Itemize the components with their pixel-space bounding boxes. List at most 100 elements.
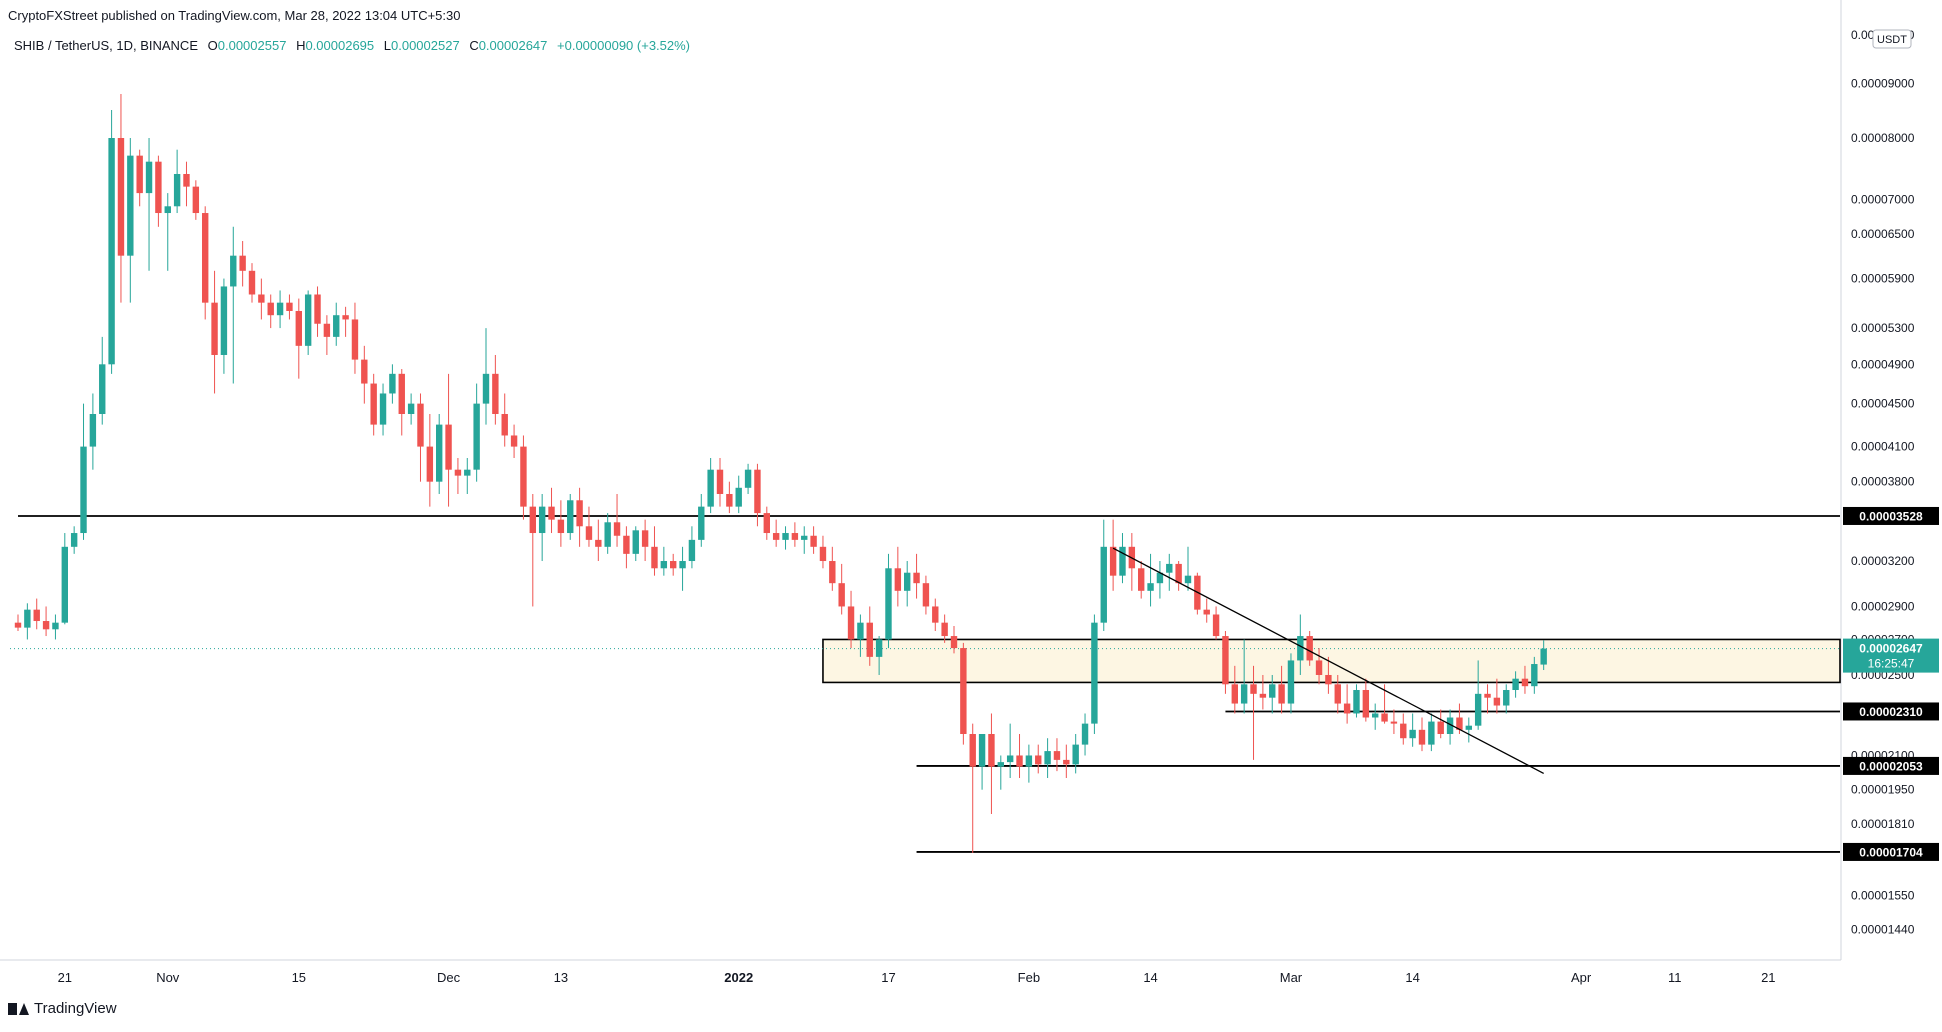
- level-price-tag-label: 0.00001704: [1859, 845, 1923, 859]
- candle-body: [417, 403, 424, 447]
- price-tick-label: 0.00004900: [1851, 357, 1915, 371]
- candle-body: [482, 373, 490, 404]
- candle-body: [258, 294, 265, 303]
- candle-body: [1091, 622, 1098, 724]
- candle-body: [1372, 713, 1379, 718]
- candle-body: [1044, 751, 1051, 765]
- candle-body: [1184, 575, 1192, 584]
- price-tick-label: 0.00009000: [1851, 77, 1915, 91]
- candles-group: [14, 93, 1547, 854]
- candle-body: [520, 446, 527, 507]
- candle-body: [398, 373, 405, 414]
- candle-body: [847, 606, 855, 640]
- candle-body: [80, 446, 87, 534]
- candle-body: [1259, 693, 1267, 698]
- candle-body: [941, 622, 948, 637]
- time-tick-label: Nov: [156, 970, 180, 985]
- candle-body: [1025, 755, 1033, 767]
- candle-body: [42, 621, 50, 630]
- time-tick-label: 17: [881, 970, 895, 985]
- candle-body: [1325, 674, 1332, 685]
- candle-body: [791, 533, 799, 540]
- candle-body: [529, 506, 536, 534]
- candle-body: [136, 155, 143, 194]
- candle-body: [885, 568, 892, 640]
- price-tick-label: 0.00002900: [1851, 599, 1915, 613]
- candle-body: [875, 639, 883, 657]
- time-tick-label: 14: [1143, 970, 1157, 985]
- candle-body: [707, 469, 714, 507]
- candle-body: [267, 302, 274, 316]
- candle-body: [1521, 678, 1529, 687]
- price-tick-label: 0.00005900: [1851, 272, 1915, 286]
- candle-body: [613, 522, 621, 536]
- time-tick-label: 21: [1761, 970, 1775, 985]
- candle-body: [1437, 721, 1444, 734]
- candle-body: [1100, 546, 1107, 623]
- candle-body: [1381, 713, 1388, 722]
- candle-body: [1147, 583, 1154, 591]
- candle-body: [1390, 721, 1398, 724]
- price-tick-label: 0.00001950: [1851, 783, 1915, 797]
- candle-body: [426, 446, 434, 482]
- price-tick-label: 0.00008000: [1851, 131, 1915, 145]
- candle-body: [744, 469, 752, 488]
- candle-body: [1109, 546, 1117, 576]
- level-price-tag: [1843, 702, 1939, 721]
- candle-body: [183, 173, 190, 187]
- candle-body: [978, 733, 986, 767]
- candle-body: [772, 533, 780, 540]
- time-tick-label: 11: [1668, 970, 1682, 985]
- candle-body: [1428, 721, 1435, 745]
- candle-body: [735, 487, 742, 507]
- price-tick-label: 0.00003800: [1851, 475, 1915, 489]
- candle-body: [716, 469, 724, 494]
- candle-body: [510, 435, 518, 447]
- candle-body: [1474, 693, 1482, 726]
- candle-body: [548, 506, 555, 520]
- price-tick-label: 0.00001550: [1851, 889, 1915, 903]
- current-price-countdown: 16:25:47: [1868, 657, 1915, 671]
- candle-body: [595, 539, 602, 547]
- candle-body: [1035, 755, 1042, 765]
- candle-body: [1203, 609, 1210, 615]
- candle-body: [1016, 755, 1023, 767]
- legend-low-label: L: [383, 38, 391, 53]
- time-tick-label: Apr: [1571, 970, 1592, 985]
- currency-badge: [1872, 29, 1912, 49]
- candle-body: [1306, 636, 1313, 661]
- candle-body: [164, 206, 171, 214]
- candle-body: [866, 622, 873, 657]
- candle-body: [314, 294, 321, 324]
- legend-high-value: 0.00002695: [305, 38, 375, 53]
- candle-body: [660, 561, 668, 569]
- candle-body: [351, 319, 359, 360]
- candle-body: [1287, 660, 1295, 704]
- symbol-legend: SHIB / TetherUS, 1D, BINANCE O0.00002557…: [14, 38, 690, 53]
- candle-body: [1540, 648, 1547, 665]
- candle-body: [1315, 660, 1323, 675]
- candle-body: [1212, 614, 1220, 637]
- candle-body: [604, 522, 611, 547]
- candle-body: [501, 413, 508, 436]
- candle-body: [1512, 678, 1519, 690]
- candle-body: [1362, 689, 1370, 718]
- candle-body: [1297, 636, 1304, 661]
- time-tick-label: 21: [58, 970, 72, 985]
- candle-body: [464, 469, 471, 476]
- candle-body: [52, 622, 59, 630]
- candle-body: [1484, 693, 1491, 698]
- legend-low-value: 0.00002527: [391, 38, 460, 53]
- legend-close-label: C: [469, 38, 479, 53]
- candle-body: [1531, 664, 1538, 687]
- price-chart[interactable]: 0.000100000.000090000.000080000.00007000…: [0, 0, 1942, 1000]
- publisher-line: CryptoFXStreet published on TradingView.…: [8, 8, 461, 23]
- candle-body: [1175, 563, 1182, 584]
- candle-body: [70, 533, 78, 547]
- candle-body: [1072, 744, 1079, 765]
- candle-body: [211, 302, 218, 355]
- legend-close-value: 0.00002647: [478, 38, 548, 53]
- candle-body: [726, 493, 733, 507]
- tradingview-logo[interactable]: TradingView: [8, 1000, 117, 1017]
- candle-body: [127, 155, 134, 256]
